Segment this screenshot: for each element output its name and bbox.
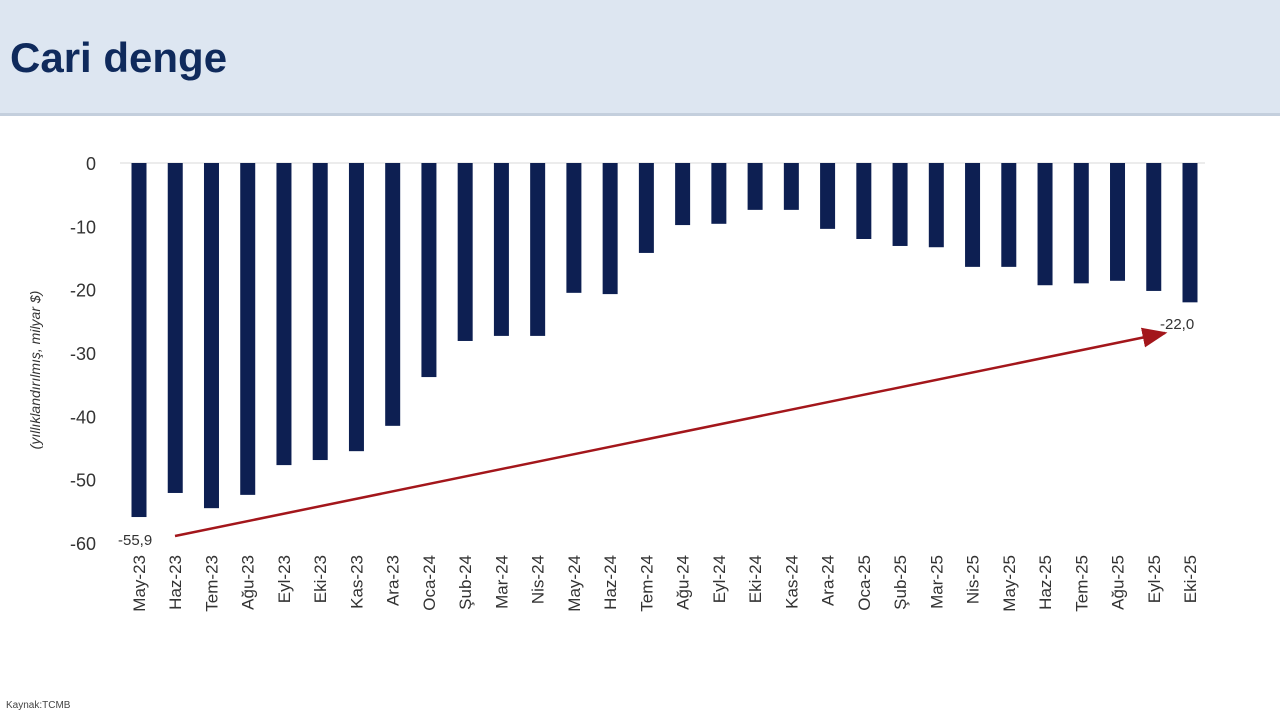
- bar: [1073, 163, 1089, 284]
- x-tick-label: Şub-24: [456, 555, 475, 610]
- data-label-start: -55,9: [118, 532, 152, 549]
- x-tick-label: Eyl-25: [1145, 555, 1164, 603]
- bar: [348, 163, 364, 452]
- x-tick-label: Oca-24: [420, 555, 439, 611]
- y-tick-label: 0: [86, 154, 96, 174]
- x-tick-label: Eki-25: [1181, 555, 1200, 603]
- x-tick-label: Oca-25: [855, 555, 874, 611]
- bar: [1110, 163, 1126, 281]
- x-tick-label: Mar-24: [492, 555, 511, 609]
- x-tick-label: Ağu-25: [1109, 555, 1128, 610]
- x-tick-label: Tem-25: [1072, 555, 1091, 612]
- x-tick-label: Mar-25: [927, 555, 946, 609]
- bar: [1037, 163, 1053, 286]
- y-axis-label: (yıllıklandırılmış, milyar $): [27, 291, 43, 450]
- bar: [892, 163, 908, 246]
- bar: [1146, 163, 1162, 291]
- bar: [131, 163, 147, 518]
- y-tick-label: -40: [70, 407, 96, 427]
- x-tick-label: Eki-23: [311, 555, 330, 603]
- x-tick-label: Nis-24: [529, 555, 548, 604]
- data-label-end: -22,0: [1160, 316, 1194, 333]
- bar: [240, 163, 256, 495]
- x-tick-label: May-25: [1000, 555, 1019, 612]
- bar: [566, 163, 582, 293]
- page-title: Cari denge: [10, 34, 228, 81]
- source-note: Kaynak:TCMB: [6, 700, 71, 711]
- bar: [638, 163, 654, 253]
- bar: [856, 163, 872, 239]
- bar: [276, 163, 292, 466]
- x-tick-label: Haz-24: [601, 555, 620, 610]
- bar: [965, 163, 981, 267]
- y-tick-label: -10: [70, 217, 96, 237]
- bar: [747, 163, 763, 210]
- bar: [421, 163, 437, 378]
- x-tick-label: Tem-24: [637, 555, 656, 612]
- x-tick-label: Haz-23: [166, 555, 185, 610]
- bar: [493, 163, 509, 336]
- y-tick-label: -60: [70, 534, 96, 554]
- x-tick-label: Ara-24: [819, 555, 838, 606]
- x-tick-label: Ağu-24: [674, 555, 693, 610]
- bar: [675, 163, 691, 226]
- bar: [203, 163, 219, 509]
- y-tick-label: -50: [70, 471, 96, 491]
- x-tick-label: Eyl-23: [275, 555, 294, 603]
- x-tick-label: Nis-25: [964, 555, 983, 604]
- y-tick-label: -30: [70, 344, 96, 364]
- y-tick-label: -20: [70, 281, 96, 301]
- x-tick-label: Ara-23: [384, 555, 403, 606]
- x-tick-label: Şub-25: [891, 555, 910, 610]
- x-tick-label: Ağu-23: [239, 555, 258, 610]
- bar: [928, 163, 944, 248]
- bar: [530, 163, 546, 336]
- bar: [385, 163, 401, 426]
- x-tick-label: May-23: [130, 555, 149, 612]
- bar: [312, 163, 328, 461]
- bar: [167, 163, 183, 493]
- x-tick-label: Eyl-24: [710, 555, 729, 603]
- x-tick-label: Haz-25: [1036, 555, 1055, 610]
- bar: [457, 163, 473, 341]
- header-banner: Cari denge: [0, 0, 1280, 116]
- bar: [783, 163, 799, 210]
- x-tick-label: Kas-23: [347, 555, 366, 609]
- x-tick-label: Tem-23: [202, 555, 221, 612]
- bar: [820, 163, 836, 229]
- x-tick-label: May-24: [565, 555, 584, 612]
- bar: [602, 163, 618, 295]
- bar: [1182, 163, 1198, 303]
- x-tick-label: Eki-24: [746, 555, 765, 603]
- bar: [711, 163, 727, 224]
- trend-arrow: [174, 327, 1168, 538]
- x-tick-label: Kas-24: [782, 555, 801, 609]
- bar: [1001, 163, 1017, 267]
